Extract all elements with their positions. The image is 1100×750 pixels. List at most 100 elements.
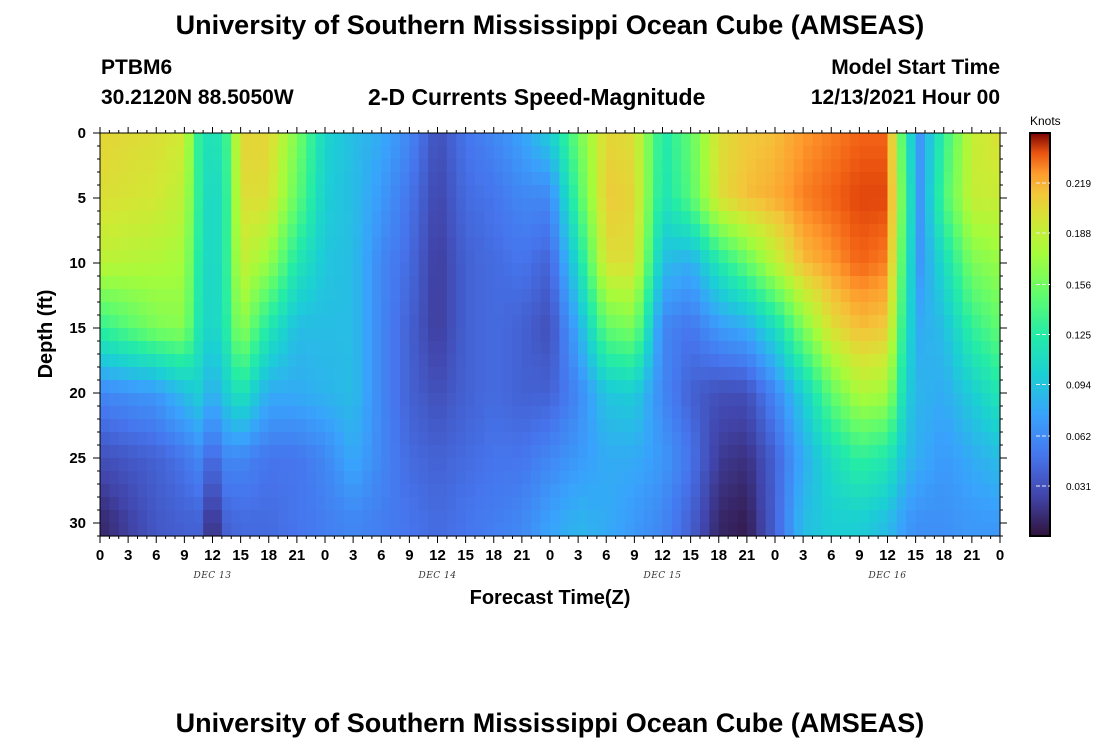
heatmap-cell (100, 393, 110, 407)
heatmap-cell (812, 146, 823, 160)
heatmap-cell (765, 328, 776, 342)
heatmap-cell (878, 250, 889, 264)
heatmap-cell (156, 172, 167, 186)
heatmap-cell (831, 198, 842, 212)
heatmap-cell (934, 523, 945, 537)
heatmap-cell (315, 276, 326, 290)
heatmap-cell (700, 289, 710, 303)
heatmap-cell (100, 302, 110, 316)
heatmap-cell (165, 419, 176, 433)
heatmap-cell (615, 146, 626, 160)
heatmap-cell (784, 224, 795, 238)
heatmap-cell (596, 484, 607, 498)
heatmap-cell (868, 484, 879, 498)
heatmap-cell (859, 198, 870, 212)
heatmap-cell (690, 211, 701, 225)
heatmap-cell (550, 497, 560, 511)
heatmap-cell (531, 367, 542, 381)
heatmap-cell (568, 133, 579, 147)
heatmap-cell (175, 198, 185, 212)
heatmap-cell (409, 302, 420, 316)
heatmap-cell (925, 484, 935, 498)
heatmap-cell (109, 237, 120, 251)
heatmap-cell (456, 263, 467, 277)
heatmap-cell (400, 224, 410, 238)
heatmap-cell (146, 471, 157, 485)
heatmap-cell (587, 302, 598, 316)
heatmap-cell (615, 458, 626, 472)
heatmap-cell (934, 458, 945, 472)
heatmap-cell (428, 315, 439, 329)
heatmap-cell (756, 302, 767, 316)
heatmap-cell (259, 341, 270, 355)
heatmap-cell (221, 315, 232, 329)
heatmap-cell (925, 185, 935, 199)
heatmap-cell (203, 367, 214, 381)
heatmap-cell (315, 250, 326, 264)
heatmap-cell (953, 419, 964, 433)
heatmap-cell (137, 302, 148, 316)
heatmap-cell (231, 133, 242, 147)
heatmap-cell (925, 302, 935, 316)
heatmap-cell (756, 497, 767, 511)
heatmap-cell (690, 367, 701, 381)
heatmap-cell (728, 367, 739, 381)
heatmap-cell (390, 341, 401, 355)
heatmap-cell (765, 263, 776, 277)
heatmap-cell (971, 471, 982, 485)
heatmap-cell (962, 133, 973, 147)
heatmap-cell (371, 289, 382, 303)
heatmap-cell (193, 458, 204, 472)
heatmap-cell (643, 497, 654, 511)
heatmap-cell (662, 471, 673, 485)
heatmap-cell (418, 523, 429, 537)
heatmap-cell (934, 510, 945, 524)
heatmap-cell (887, 510, 898, 524)
heatmap-cell (521, 328, 532, 342)
heatmap-cell (606, 224, 617, 238)
heatmap-cell (634, 432, 645, 446)
heatmap-cell (981, 159, 992, 173)
heatmap-cell (531, 315, 542, 329)
heatmap-cell (915, 263, 926, 277)
heatmap-cell (643, 172, 654, 186)
heatmap-cell (221, 432, 232, 446)
heatmap-cell (428, 146, 439, 160)
heatmap-cell (353, 263, 364, 277)
heatmap-cell (146, 159, 157, 173)
heatmap-cell (109, 432, 120, 446)
heatmap-cell (812, 432, 823, 446)
heatmap-cell (100, 367, 110, 381)
heatmap-cell (184, 406, 195, 420)
heatmap-cell (821, 432, 832, 446)
heatmap-cell (746, 406, 757, 420)
heatmap-cell (990, 367, 1001, 381)
heatmap-cell (803, 328, 814, 342)
heatmap-cell (128, 367, 139, 381)
heatmap-cell (428, 406, 439, 420)
heatmap-cell (100, 211, 110, 225)
heatmap-cell (100, 224, 110, 238)
heatmap-cell (362, 432, 373, 446)
heatmap-cell (250, 380, 260, 394)
heatmap-cell (718, 354, 729, 368)
heatmap-cell (268, 133, 279, 147)
heatmap-cell (146, 172, 157, 186)
heatmap-cell (784, 523, 795, 537)
heatmap-cell (550, 172, 560, 186)
heatmap-cell (540, 419, 551, 433)
heatmap-cell (915, 276, 926, 290)
heatmap-cell (784, 133, 795, 147)
heatmap-cell (184, 328, 195, 342)
heatmap-cell (268, 263, 279, 277)
heatmap-cell (671, 484, 682, 498)
heatmap-cell (756, 484, 767, 498)
heatmap-cell (578, 341, 589, 355)
heatmap-cell (540, 263, 551, 277)
heatmap-cell (540, 211, 551, 225)
heatmap-cell (896, 211, 907, 225)
heatmap-cell (634, 523, 645, 537)
heatmap-cell (118, 393, 129, 407)
heatmap-cell (315, 458, 326, 472)
heatmap-cell (812, 315, 823, 329)
